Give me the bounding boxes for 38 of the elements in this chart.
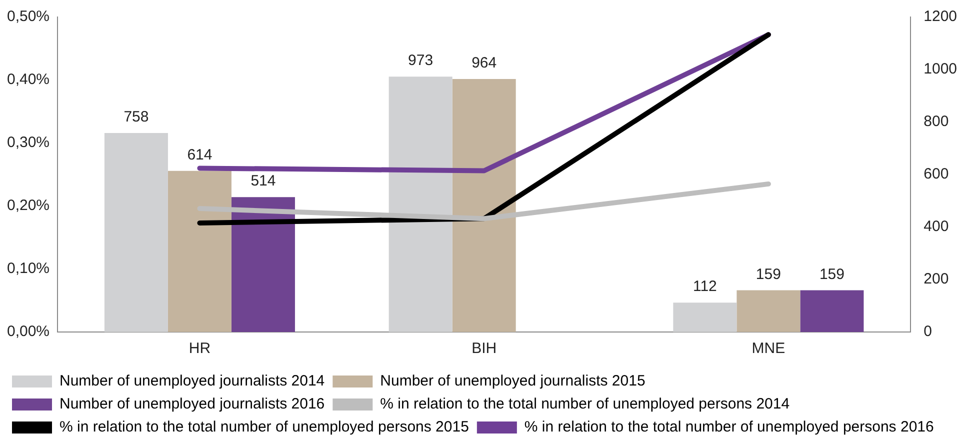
- y-tick-label: 0,10%: [6, 260, 50, 278]
- y-tick-label: 0,30%: [6, 134, 50, 152]
- y2-tick-label: 600: [924, 166, 949, 183]
- data-label: 159: [756, 266, 781, 283]
- legend-label: % in relation to the total number of unemployed persons 2015: [60, 418, 469, 436]
- bar: [452, 78, 516, 332]
- y2-tick-label: 0: [924, 323, 932, 340]
- bar: [104, 133, 168, 332]
- data-label: 112: [692, 278, 717, 296]
- y-tick-label: 0,40%: [6, 71, 50, 88]
- y2-tick-label: 800: [924, 113, 949, 130]
- y2-tick-label: 1200: [924, 8, 958, 26]
- legend-label: Number of unemployed journalists 2015: [380, 372, 646, 390]
- y-tick-label: 0,00%: [6, 323, 50, 340]
- data-label: 964: [472, 54, 497, 72]
- data-label: 159: [819, 266, 844, 283]
- bar: [800, 290, 864, 332]
- data-label: 614: [187, 146, 212, 164]
- data-label: 514: [250, 172, 276, 190]
- y2-tick-label: 200: [924, 270, 949, 288]
- bar: [736, 290, 800, 332]
- y-tick-label: 0,50%: [6, 8, 50, 26]
- bar: [388, 76, 452, 332]
- bar: [168, 170, 232, 332]
- legend-label: % in relation to the total number of unemployed persons 2016: [524, 418, 934, 436]
- x-tick-label: HR: [188, 340, 211, 358]
- y-tick-label: 0,20%: [6, 197, 50, 214]
- x-tick-label: BIH: [472, 340, 497, 358]
- y2-tick-label: 400: [924, 218, 949, 236]
- bar: [673, 302, 737, 332]
- bar: [231, 197, 295, 332]
- data-label: 758: [124, 108, 149, 126]
- legend-label: Number of unemployed journalists 2016: [60, 396, 325, 413]
- data-label: 973: [408, 52, 434, 70]
- legend-label: % in relation to the total number of unemployed persons 2014: [380, 396, 790, 413]
- legend-label: Number of unemployed journalists 2014: [60, 372, 325, 390]
- x-tick-label: MNE: [752, 340, 786, 358]
- y2-tick-label: 1000: [924, 60, 958, 78]
